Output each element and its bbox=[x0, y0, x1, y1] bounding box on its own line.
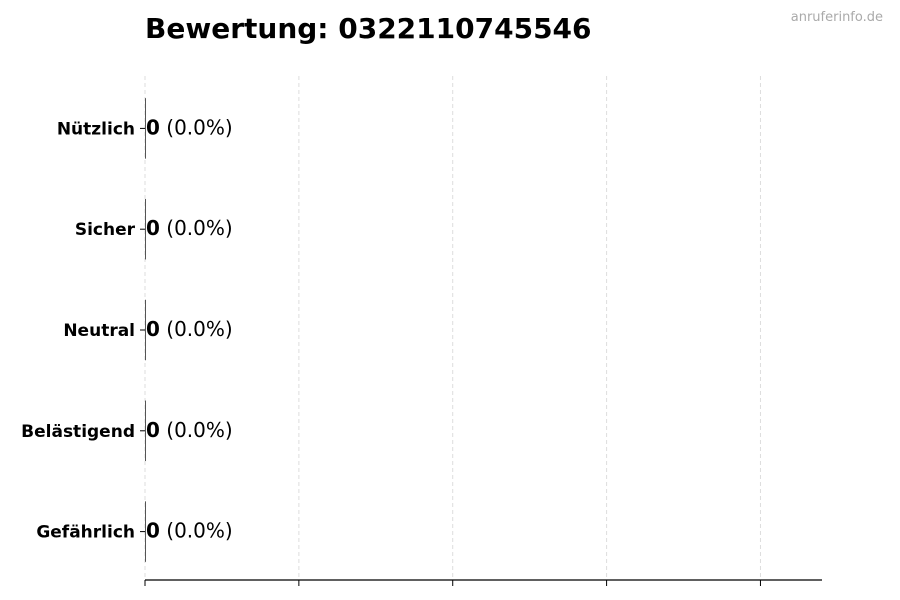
bar bbox=[145, 400, 146, 462]
data-label: 0 (0.0%) bbox=[146, 216, 233, 240]
y-tick-label: Nützlich bbox=[57, 119, 135, 139]
data-label: 0 (0.0%) bbox=[146, 519, 233, 543]
y-tick-label: Belästigend bbox=[21, 422, 135, 442]
data-label-percent: (0.0%) bbox=[160, 115, 233, 139]
y-tick-label: Gefährlich bbox=[36, 523, 135, 543]
data-label-percent: (0.0%) bbox=[160, 216, 233, 240]
data-label: 0 (0.0%) bbox=[146, 418, 233, 442]
bar bbox=[145, 198, 146, 260]
bar bbox=[145, 98, 146, 159]
data-label-value: 0 bbox=[146, 216, 160, 240]
bar bbox=[145, 501, 146, 562]
data-label-value: 0 bbox=[146, 115, 160, 139]
data-label-percent: (0.0%) bbox=[160, 418, 233, 442]
data-label-percent: (0.0%) bbox=[160, 317, 233, 341]
data-label-value: 0 bbox=[146, 317, 160, 341]
chart-title: Bewertung: 0322110745546 bbox=[145, 12, 592, 45]
data-label: 0 (0.0%) bbox=[146, 317, 233, 341]
data-label-value: 0 bbox=[146, 418, 160, 442]
watermark: anruferinfo.de bbox=[790, 10, 883, 25]
y-tick-label: Neutral bbox=[63, 321, 135, 341]
data-label-percent: (0.0%) bbox=[160, 519, 233, 543]
bar bbox=[145, 299, 146, 361]
y-tick-label: Sicher bbox=[75, 220, 136, 240]
data-label: 0 (0.0%) bbox=[146, 115, 233, 139]
data-label-value: 0 bbox=[146, 519, 160, 543]
